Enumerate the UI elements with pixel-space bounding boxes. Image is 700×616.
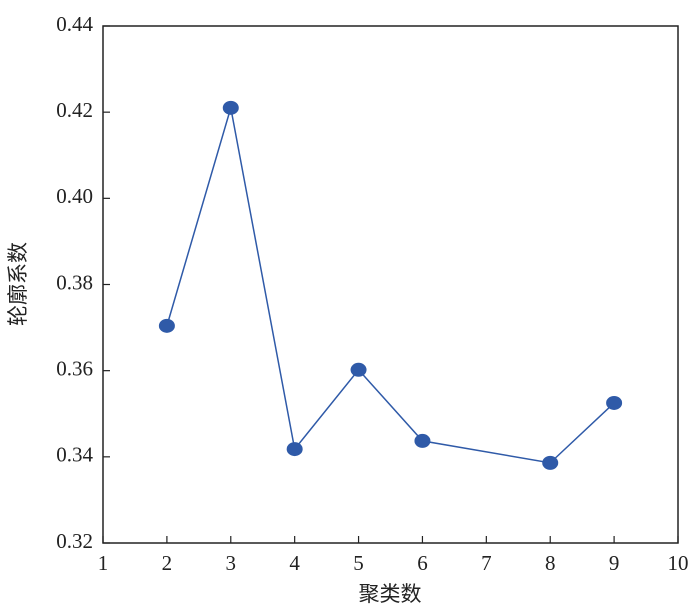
data-point (222, 100, 239, 115)
y-tick-label: 0.38 (56, 270, 93, 294)
x-tick-label: 10 (668, 551, 689, 575)
data-point (350, 362, 367, 377)
y-tick-label: 0.40 (56, 184, 93, 208)
y-tick-label: 0.36 (56, 356, 93, 380)
x-tick-label: 1 (98, 551, 109, 575)
y-tick-label: 0.44 (56, 12, 93, 36)
x-tick-label: 7 (481, 551, 492, 575)
plot-frame (102, 25, 679, 544)
x-tick-label: 9 (609, 551, 620, 575)
data-point (158, 318, 175, 333)
x-tick-label: 4 (289, 551, 300, 575)
x-axis-label: 聚类数 (359, 582, 422, 606)
data-point (286, 442, 303, 457)
data-point (414, 433, 431, 448)
y-tick-label: 0.34 (56, 443, 93, 467)
y-axis-label: 轮廓系数 (6, 242, 30, 326)
y-tick-label: 0.32 (56, 529, 93, 553)
data-point (606, 395, 623, 410)
x-tick-label: 3 (226, 551, 237, 575)
x-tick-label: 2 (162, 551, 173, 575)
y-tick-label: 0.42 (56, 98, 93, 122)
x-tick-label: 8 (545, 551, 556, 575)
series-line (166, 107, 615, 464)
data-point (542, 455, 559, 470)
x-tick-label: 6 (417, 551, 428, 575)
x-tick-label: 5 (353, 551, 364, 575)
